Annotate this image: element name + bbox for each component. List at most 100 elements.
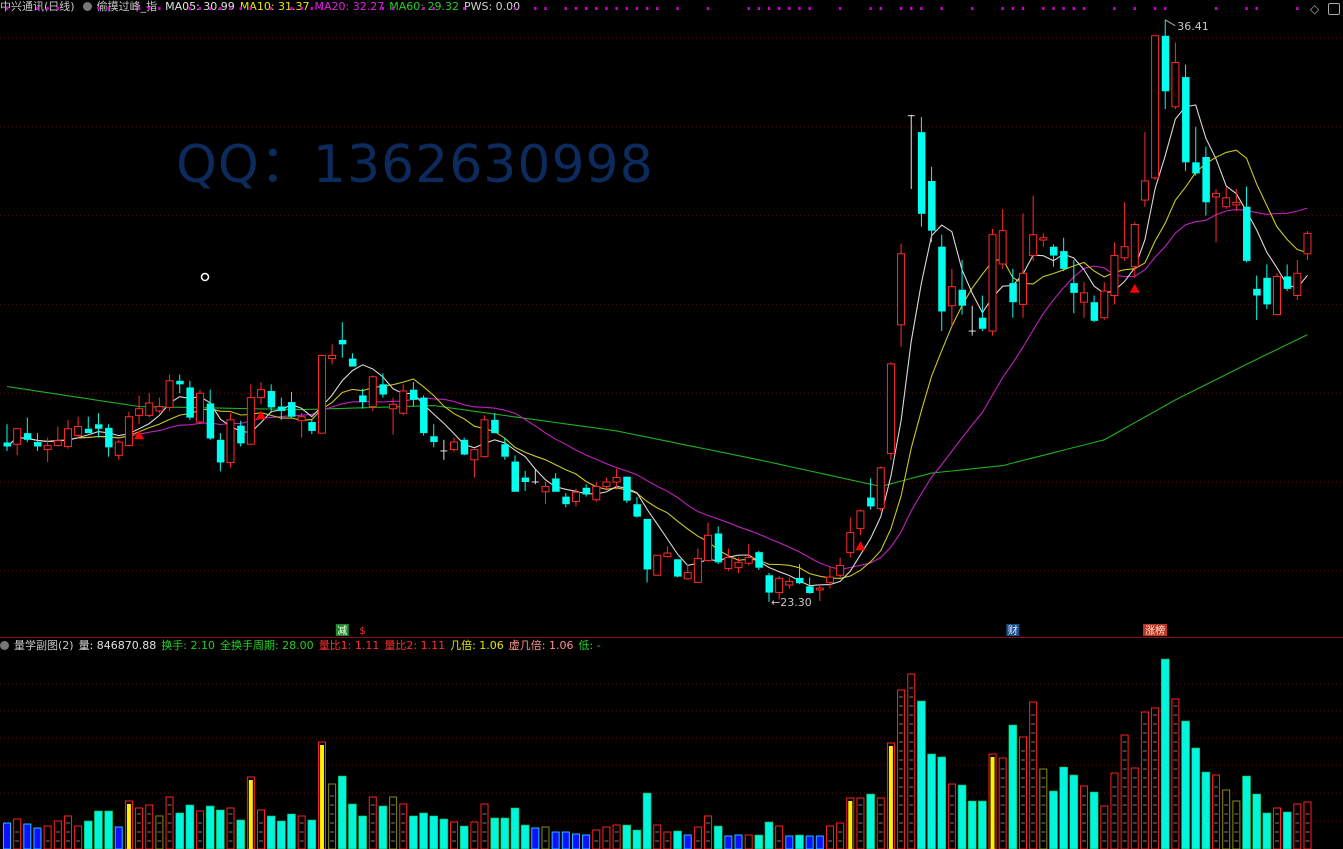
event-marker[interactable]: 财 — [1008, 624, 1018, 637]
candle — [379, 373, 387, 398]
volume-bar — [1222, 789, 1231, 849]
volume-bar — [866, 793, 875, 849]
volume-bar — [135, 807, 144, 849]
cursor-crosshair-icon — [200, 272, 210, 282]
candle-body — [196, 392, 205, 423]
candle-body — [1029, 234, 1038, 257]
volume-bar — [337, 775, 347, 849]
event-marker[interactable]: 涨榜 — [1145, 624, 1165, 637]
pws-dot — [290, 7, 293, 10]
indicator-settings-icon[interactable] — [82, 2, 92, 11]
candle — [491, 413, 499, 434]
multiple-value: 几倍: 1.06 — [450, 639, 504, 652]
candle-body — [643, 518, 652, 570]
candle-body — [470, 449, 479, 461]
subchart-settings-icon[interactable] — [0, 641, 9, 650]
diamond-icon[interactable]: ◇ — [1310, 2, 1320, 16]
indicator-name[interactable]: 偷摸过峰_指 — [96, 0, 158, 13]
volume-bar-outline — [663, 831, 672, 849]
volume-header: 量学副图(2) 量: 846870.88 换手: 2.10 全换手周期: 28.00 量… — [0, 639, 606, 653]
volume-bar — [856, 797, 865, 849]
volume-bar-outline — [470, 821, 479, 849]
candle-body — [1263, 277, 1271, 305]
candle-body — [1070, 283, 1078, 293]
volume-bar — [114, 826, 123, 849]
candle — [785, 577, 794, 589]
volume-bar — [1120, 734, 1129, 849]
candle — [1243, 186, 1251, 263]
candle-body — [612, 477, 621, 483]
candle — [216, 433, 225, 472]
volume-bar-outline — [775, 825, 784, 849]
stock-title[interactable]: 中兴通讯(日线) — [0, 0, 75, 13]
volume-bar-fill — [785, 835, 794, 849]
candle — [1192, 126, 1200, 176]
candle — [907, 114, 915, 189]
candle — [135, 395, 144, 425]
candle-body — [176, 380, 184, 385]
volume-bar-outline — [612, 824, 621, 849]
volume-bar — [439, 818, 449, 849]
candle — [571, 488, 580, 507]
event-marker[interactable]: $ — [359, 626, 365, 637]
volume-bar-fill — [287, 813, 296, 849]
candle-body — [734, 561, 743, 569]
event-marker[interactable]: 减 — [337, 625, 347, 637]
volume-bar — [1008, 724, 1018, 849]
volume-bar — [83, 820, 93, 849]
volume-bar-outline — [653, 824, 662, 849]
volume-bar — [74, 825, 83, 849]
candle-body — [1120, 246, 1129, 259]
subchart-name[interactable]: 量学副图(2) — [14, 639, 74, 652]
candle-body — [928, 180, 936, 231]
candle — [84, 416, 93, 434]
volume-bar — [104, 810, 113, 849]
pws-dot — [584, 7, 588, 10]
volume-bar — [1282, 811, 1292, 849]
candle-body — [1019, 272, 1027, 305]
candle — [23, 417, 32, 443]
candle — [43, 437, 52, 463]
candle-body — [135, 408, 144, 416]
candle-body — [399, 390, 408, 414]
candle — [460, 437, 469, 456]
candle — [1009, 268, 1017, 318]
candle-body — [1253, 288, 1261, 296]
candle-body — [1222, 197, 1231, 208]
candle-body — [1079, 292, 1088, 303]
candle — [287, 391, 296, 418]
candle — [562, 493, 570, 508]
candle-body — [226, 419, 235, 463]
candle-body — [552, 478, 560, 492]
volume-bar-fill — [94, 810, 103, 849]
candle — [368, 375, 377, 411]
pws-dot — [767, 7, 771, 10]
candle-body — [806, 586, 814, 593]
volume-bar — [328, 783, 337, 849]
candle — [978, 295, 987, 332]
candle — [1079, 282, 1088, 318]
volume-bar — [226, 807, 235, 849]
volume-bar — [63, 815, 72, 849]
candle — [297, 413, 306, 438]
volume-bar-fill — [632, 829, 642, 849]
candle — [674, 559, 682, 578]
volume-bar — [266, 815, 276, 849]
pws-dot — [46, 7, 49, 10]
candle — [643, 518, 652, 583]
candle-body — [562, 496, 570, 505]
candle-body — [216, 439, 225, 463]
pws-dot — [656, 7, 659, 10]
volume-bar — [500, 817, 510, 849]
candle — [1070, 260, 1078, 314]
panel-toggle-icon[interactable] — [1328, 3, 1340, 15]
volume-bar-fill — [175, 812, 185, 849]
volume-bar — [1171, 698, 1180, 849]
candle — [53, 426, 62, 447]
candle — [988, 228, 997, 336]
volume-bar — [846, 797, 855, 849]
volume-bar-outline — [53, 820, 62, 849]
high-label-leader — [1164, 19, 1176, 27]
candle-body — [43, 445, 52, 451]
